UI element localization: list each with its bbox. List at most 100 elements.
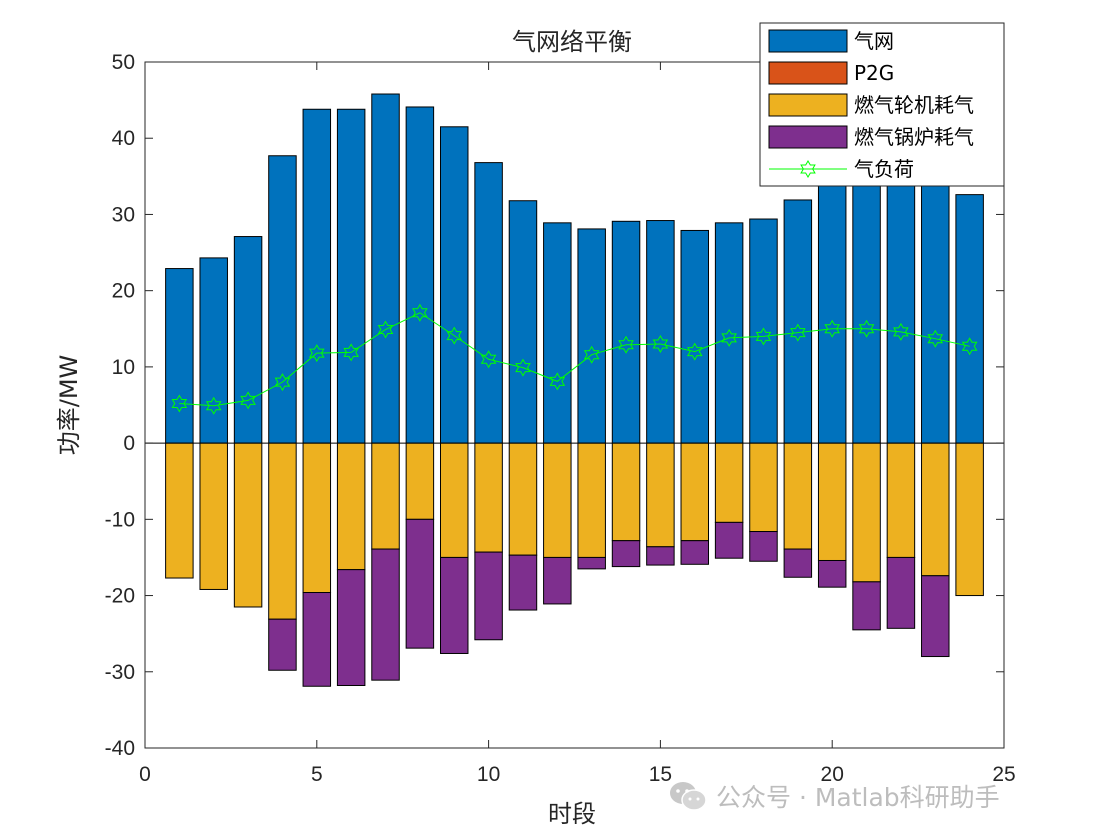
bar-燃气轮机耗气-1 (165, 442, 194, 579)
axes-frame (144, 61, 1005, 749)
bar-气网-14 (611, 220, 641, 444)
bar-气网-19 (783, 199, 813, 444)
bar-燃气轮机耗气-14 (611, 442, 641, 542)
bar-燃气锅炉耗气-9 (439, 556, 469, 654)
marker-气负荷-13 (583, 345, 600, 364)
bar-燃气轮机耗气-4 (268, 442, 297, 620)
legend-label-燃气轮机耗气: 燃气轮机耗气 (854, 93, 974, 117)
legend-label-气网: 气网 (854, 29, 894, 53)
marker-气负荷-7 (377, 320, 394, 339)
bar-燃气锅炉耗气-13 (577, 556, 606, 570)
watermark-text: 公众号 · Matlab科研助手 (716, 783, 1000, 812)
bar-燃气轮机耗气-19 (783, 442, 813, 550)
bar-燃气轮机耗气-6 (336, 442, 366, 571)
bar-燃气轮机耗气-11 (508, 442, 538, 556)
bar-燃气锅炉耗气-20 (817, 559, 847, 588)
line-气负荷 (179, 312, 970, 407)
bar-气网-11 (508, 200, 538, 444)
bar-燃气锅炉耗气-23 (921, 575, 950, 658)
marker-气负荷-17 (721, 328, 737, 347)
y-tick-label: 40 (112, 127, 135, 150)
bar-燃气轮机耗气-21 (852, 442, 881, 583)
bar-燃气锅炉耗气-8 (405, 518, 435, 649)
y-tick-label: -40 (105, 737, 135, 760)
line-series-group (171, 303, 978, 415)
bar-燃气轮机耗气-8 (405, 442, 435, 520)
bar-气网-1 (165, 268, 194, 444)
legend-label-气负荷: 气负荷 (854, 157, 914, 181)
legend-marker-气负荷 (800, 160, 816, 178)
bar-燃气锅炉耗气-18 (749, 531, 778, 562)
bar-气网-20 (817, 176, 847, 444)
bar-燃气轮机耗气-20 (817, 442, 847, 561)
marker-气负荷-6 (343, 343, 359, 362)
bar-气网-21 (852, 157, 881, 444)
legend-label-P2G: P2G (854, 61, 894, 85)
bar-燃气锅炉耗气-21 (852, 581, 881, 631)
marker-气负荷-12 (549, 372, 566, 391)
marker-气负荷-20 (824, 319, 840, 338)
bar-燃气锅炉耗气-11 (508, 554, 538, 611)
marker-气负荷-15 (652, 335, 669, 354)
x-tick-label: 10 (477, 763, 500, 786)
marker-气负荷-2 (205, 396, 222, 415)
legend-swatch-燃气锅炉耗气 (768, 125, 848, 149)
x-tick-label: 5 (311, 763, 323, 786)
legend-swatch-燃气轮机耗气 (768, 93, 848, 117)
x-axis-label: 时段 (548, 800, 596, 828)
bar-燃气锅炉耗气-7 (371, 548, 400, 681)
bar-气网-24 (955, 194, 984, 444)
wechat-icon (670, 782, 707, 811)
bar-气网-9 (439, 126, 469, 444)
bar-气网-3 (233, 236, 263, 444)
bar-燃气轮机耗气-9 (439, 442, 469, 558)
marker-气负荷-1 (171, 394, 188, 413)
marker-气负荷-23 (927, 329, 944, 348)
bar-燃气轮机耗气-2 (199, 442, 228, 590)
y-tick-label: 30 (112, 203, 135, 226)
bar-燃气轮机耗气-18 (749, 442, 778, 533)
bar-燃气锅炉耗气-14 (611, 540, 641, 568)
marker-气负荷-3 (240, 391, 256, 410)
marker-气负荷-11 (515, 358, 531, 377)
bar-燃气轮机耗气-7 (371, 442, 400, 550)
bar-气网-5 (302, 108, 332, 444)
bar-燃气轮机耗气-13 (577, 442, 606, 558)
bar-气网-10 (474, 162, 503, 444)
bar-燃气轮机耗气-5 (302, 442, 332, 594)
watermark: 公众号 · Matlab科研助手 (668, 776, 1000, 816)
x-tick-label: 25 (992, 763, 1015, 786)
legend-swatch-P2G (768, 61, 848, 85)
y-tick-label: -30 (105, 661, 135, 684)
y-tick-label: 20 (112, 280, 135, 303)
bar-燃气锅炉耗气-22 (886, 556, 916, 629)
bar-气网-23 (921, 166, 950, 444)
bar-燃气轮机耗气-3 (233, 442, 263, 608)
legend-label-燃气锅炉耗气: 燃气锅炉耗气 (854, 125, 974, 149)
bar-燃气轮机耗气-12 (543, 442, 572, 558)
marker-气负荷-22 (893, 322, 909, 341)
bar-气网-15 (646, 220, 675, 444)
marker-气负荷-19 (790, 323, 806, 342)
marker-气负荷-24 (961, 337, 978, 356)
marker-气负荷-4 (274, 373, 291, 392)
bar-燃气轮机耗气-16 (680, 442, 710, 542)
y-tick-label: 50 (112, 51, 135, 74)
bar-气网-2 (199, 257, 228, 444)
x-tick-label: 20 (821, 763, 844, 786)
marker-气负荷-21 (858, 319, 875, 338)
bar-燃气轮机耗气-15 (646, 442, 675, 548)
bar-气网-17 (714, 222, 744, 444)
marker-气负荷-16 (686, 342, 703, 361)
marker-气负荷-8 (412, 303, 428, 322)
tick-group: -40 -30 -20 -10 0 10 20 30 40 50 0 5 10 15 20 25 (105, 51, 1016, 786)
bar-气网-13 (577, 228, 606, 444)
legend-swatch-气网 (768, 29, 848, 53)
bar-燃气锅炉耗气-6 (336, 569, 366, 686)
chart-title: 气网络平衡 (512, 28, 632, 56)
y-tick-label: -20 (105, 585, 135, 608)
bar-group (165, 93, 984, 687)
bar-气网-6 (336, 108, 366, 444)
